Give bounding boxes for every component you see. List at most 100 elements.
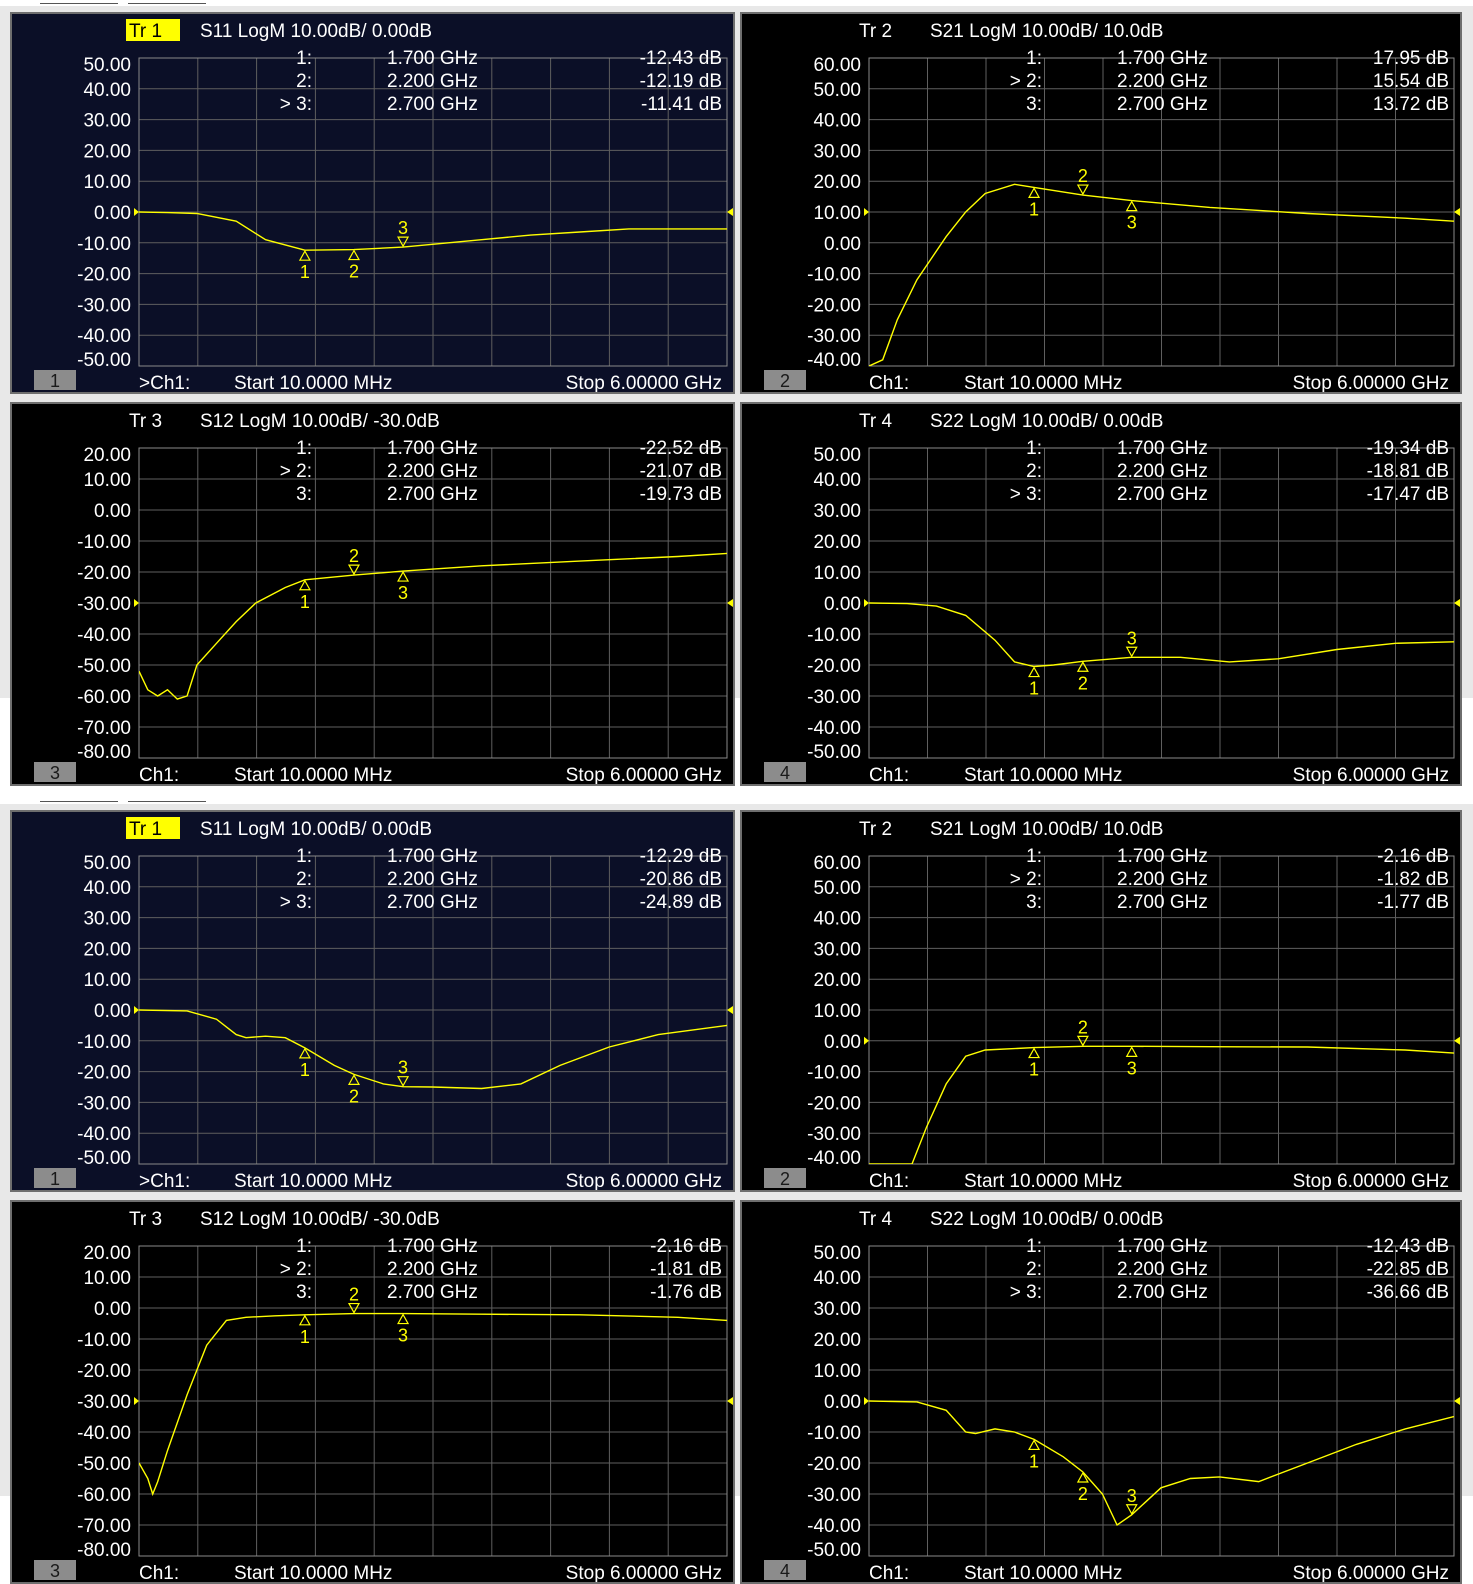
marker-label: 1: (1026, 1236, 1042, 1257)
marker-number: 2 (349, 262, 359, 282)
trace-window-3[interactable]: 20.00 10.00 0.00 -10.00 -20.00 -30.00 -40.00 -5… (10, 402, 735, 786)
analyzer-screen-2: 50.00 40.00 30.00 20.00 10.00 0.00 -10.00 -20.0… (0, 798, 1473, 1584)
y-tick-label: 0.00 (94, 501, 131, 522)
trace-title[interactable]: Tr 3 S12 LogM 10.00dB/ -30.0dB (129, 1209, 440, 1230)
marker-frequency: 2.200 GHz (1117, 1259, 1208, 1280)
marker-value: -19.73 dB (640, 484, 722, 505)
marker-frequency: 1.700 GHz (387, 1236, 478, 1257)
channel-label: Ch1: (869, 373, 909, 394)
marker-number: 3 (398, 1326, 408, 1346)
trace-marker-3[interactable]: 3 (1125, 628, 1138, 658)
start-frequency: Start 10.0000 MHz (234, 765, 392, 786)
window-number: 1 (50, 1169, 60, 1189)
trace-title[interactable]: Tr 2 S21 LogM 10.00dB/ 10.0dB (859, 21, 1163, 42)
trace-marker-3[interactable]: 3 (397, 1058, 410, 1087)
window-number-badge (764, 1168, 806, 1188)
trace-marker-3[interactable]: 3 (1125, 1046, 1138, 1078)
stop-frequency: Stop 6.00000 GHz (1293, 765, 1449, 786)
trace-marker-1[interactable]: 1 (298, 1314, 311, 1347)
trace-title[interactable]: Tr 1 S11 LogM 10.00dB/ 0.00dB (126, 19, 432, 42)
trace-marker-2[interactable]: 2 (347, 1074, 360, 1106)
marker-table: 1: 1.700 GHz -12.43 dB 2: 2.200 GHz -12.19 dB… (280, 48, 722, 115)
trace-line-s21 (869, 1045, 1454, 1164)
trace-window-1[interactable]: 50.00 40.00 30.00 20.00 10.00 0.00 -10.00 -20.0… (10, 12, 735, 394)
trace-marker-1[interactable]: 1 (1028, 187, 1041, 219)
softkey-tab-edge (128, 801, 206, 802)
y-tick-label: 10.00 (813, 1361, 861, 1382)
marker-label: 1: (296, 48, 312, 69)
stop-frequency: Stop 6.00000 GHz (1293, 1563, 1449, 1584)
trace-window-2[interactable]: 60.00 50.00 40.00 30.00 20.00 10.00 0.00 -10.00… (740, 12, 1462, 394)
trace-window-1[interactable]: 50.00 40.00 30.00 20.00 10.00 0.00 -10.00 -20.0… (10, 810, 735, 1192)
marker-up-triangle-icon (298, 579, 311, 591)
trace-window-2[interactable]: 60.00 50.00 40.00 30.00 20.00 10.00 0.00 -10.00… (740, 810, 1462, 1192)
channel-label: Ch1: (869, 765, 909, 786)
y-tick-label: 10.00 (813, 203, 861, 224)
trace-marker-3[interactable]: 3 (397, 218, 410, 248)
trace-window-4[interactable]: 50.00 40.00 30.00 20.00 10.00 0.00 -10.00 -20.0… (740, 402, 1462, 786)
marker-label: 3: (296, 484, 312, 505)
trace-marker-2[interactable]: 2 (1076, 1017, 1089, 1047)
window-number: 4 (780, 1561, 790, 1581)
y-tick-label: -10.00 (807, 1063, 861, 1084)
trace-marker-1[interactable]: 1 (1028, 666, 1041, 699)
marker-value: -36.66 dB (1367, 1282, 1449, 1303)
marker-table: 1: 1.700 GHz -12.29 dB 2: 2.200 GHz -20.86 dB… (280, 846, 722, 913)
trace-marker-2[interactable]: 2 (1076, 661, 1089, 693)
trace-marker-3[interactable]: 3 (1125, 200, 1138, 233)
marker-number: 1 (1029, 679, 1039, 699)
marker-up-triangle-icon (1028, 1439, 1041, 1451)
trace-marker-3[interactable]: 3 (397, 1313, 410, 1346)
reference-level-left-arrow (134, 1006, 139, 1014)
marker-frequency: 2.700 GHz (387, 1282, 478, 1303)
trace-window-4[interactable]: 50.00 40.00 30.00 20.00 10.00 0.00 -10.00 -20.0… (740, 1200, 1462, 1584)
trace-marker-2[interactable]: 2 (347, 546, 360, 576)
marker-value: -20.86 dB (640, 869, 722, 890)
channel-label: Ch1: (139, 765, 179, 786)
trace-line-s22 (869, 602, 1454, 668)
marker-table: 1: 1.700 GHz -2.16 dB > 2: 2.200 GHz -1.82 dB… (1010, 846, 1449, 913)
trace-marker-2[interactable]: 2 (347, 1285, 360, 1314)
marker-table: 1: 1.700 GHz 17.95 dB > 2: 2.200 GHz 15.54 dB… (1010, 48, 1449, 115)
trace-title[interactable]: Tr 1 S11 LogM 10.00dB/ 0.00dB (126, 817, 432, 840)
trace-marker-1[interactable]: 1 (1028, 1439, 1041, 1471)
y-tick-label: -20.00 (807, 656, 861, 677)
marker-label: 3: (296, 1282, 312, 1303)
y-tick-label: -30.00 (807, 687, 861, 708)
y-tick-label: 10.00 (83, 470, 131, 491)
trace-marker-2[interactable]: 2 (1076, 1471, 1089, 1504)
window-number-badge (34, 1168, 76, 1188)
softkey-tab-edge (40, 801, 118, 802)
trace-title[interactable]: Tr 4 S22 LogM 10.00dB/ 0.00dB (859, 411, 1163, 432)
trace-plot: 50.00 40.00 30.00 20.00 10.00 0.00 -10.00 -20.0… (764, 411, 1460, 786)
trace-format: S12 LogM 10.00dB/ -30.0dB (200, 1209, 440, 1230)
trace-window-3[interactable]: 20.00 10.00 0.00 -10.00 -20.00 -30.00 -40.00 -5… (10, 1200, 735, 1584)
trace-marker-3[interactable]: 3 (1125, 1486, 1138, 1516)
trace-title[interactable]: Tr 4 S22 LogM 10.00dB/ 0.00dB (859, 1209, 1163, 1230)
y-tick-label: 0.00 (824, 1032, 861, 1053)
trace-marker-1[interactable]: 1 (298, 249, 311, 282)
trace-marker-1[interactable]: 1 (298, 579, 311, 612)
y-tick-label: 50.00 (813, 80, 861, 101)
trace-format: S21 LogM 10.00dB/ 10.0dB (930, 21, 1163, 42)
trace-marker-1[interactable]: 1 (298, 1047, 311, 1080)
marker-down-triangle-icon (347, 1302, 360, 1314)
trace-title[interactable]: Tr 2 S21 LogM 10.00dB/ 10.0dB (859, 819, 1163, 840)
marker-number: 1 (1029, 1060, 1039, 1080)
y-tick-label: 0.00 (824, 234, 861, 255)
trace-marker-2[interactable]: 2 (1076, 166, 1089, 196)
reference-level-right-arrow (727, 208, 733, 216)
y-tick-label: -10.00 (807, 1423, 861, 1444)
trace-title[interactable]: Tr 3 S12 LogM 10.00dB/ -30.0dB (129, 411, 440, 432)
marker-value: -2.16 dB (650, 1236, 722, 1257)
marker-number: 2 (1078, 166, 1088, 186)
marker-value: -1.76 dB (650, 1282, 722, 1303)
trace-number: Tr 3 (129, 1209, 162, 1230)
trace-marker-2[interactable]: 2 (347, 249, 360, 282)
channel-label: >Ch1: (139, 1171, 190, 1192)
channel-footer: 3 Ch1: Start 10.0000 MHz Stop 6.00000 GHz (34, 1560, 722, 1582)
trace-marker-1[interactable]: 1 (1028, 1047, 1041, 1080)
y-tick-label: -10.00 (77, 1032, 131, 1053)
marker-frequency: 1.700 GHz (387, 48, 478, 69)
trace-marker-3[interactable]: 3 (397, 570, 410, 603)
